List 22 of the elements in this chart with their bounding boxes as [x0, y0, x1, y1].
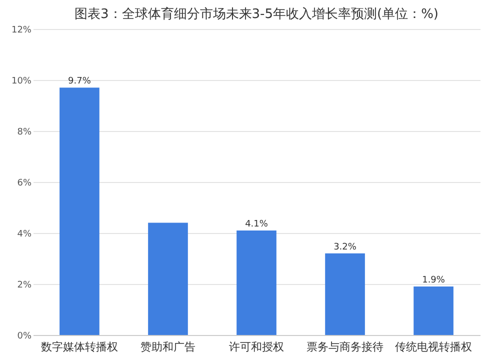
data-label: 3.2%	[334, 242, 357, 252]
x-tick-label: 票务与商务接待	[306, 340, 384, 354]
bar	[60, 88, 100, 335]
data-label: 9.7%	[68, 76, 92, 87]
y-tick-label: 10%	[11, 76, 32, 86]
chart-title: 图表3：全球体育细分市场未来3-5年收入增长率预测(单位：%)	[74, 6, 438, 22]
y-tick-label: 8%	[17, 128, 32, 138]
y-tick-label: 12%	[11, 26, 32, 36]
data-label: 4.1%	[245, 219, 268, 230]
bar	[148, 222, 188, 335]
x-tick-label: 传统电视转播权	[395, 340, 472, 354]
bar	[325, 253, 365, 335]
y-tick-label: 4%	[17, 230, 32, 240]
y-tick-label: 2%	[17, 280, 32, 290]
y-tick-label: 0%	[17, 332, 32, 342]
bar	[414, 286, 454, 335]
x-tick-label: 赞助和广告	[140, 340, 196, 354]
bar	[236, 230, 276, 335]
x-tick-label: 许可和授权	[229, 340, 284, 354]
x-tick-label: 数字媒体转播权	[40, 340, 118, 354]
y-tick-label: 6%	[17, 178, 32, 188]
data-label: 1.9%	[422, 276, 446, 286]
